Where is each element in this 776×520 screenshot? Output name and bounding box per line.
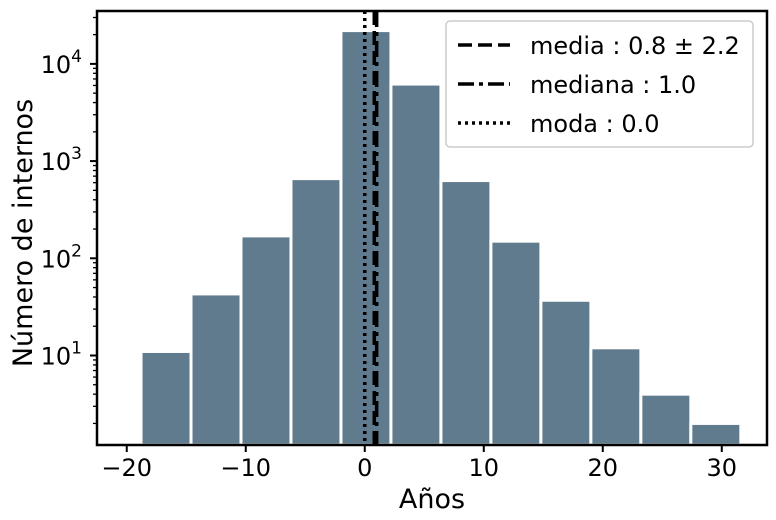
legend-label-mediana: mediana : 1.0 bbox=[530, 71, 696, 99]
histogram-bar-3 bbox=[289, 177, 343, 447]
x-tick-label: 10 bbox=[468, 454, 499, 482]
histogram-bar-0 bbox=[139, 349, 193, 447]
stat-lines-group bbox=[363, 11, 379, 445]
x-axis-label: Años bbox=[399, 484, 465, 515]
legend-box bbox=[445, 20, 754, 148]
x-tick-label: 20 bbox=[587, 454, 618, 482]
x-tick-label: 0 bbox=[357, 454, 372, 482]
plot-frame bbox=[95, 9, 769, 447]
histogram-bar-8 bbox=[539, 298, 593, 447]
histogram-bar-1 bbox=[189, 292, 243, 447]
x-axis-ticks: −20 −10 0 10 20 30 bbox=[101, 445, 737, 482]
y-axis-label: Número de internos bbox=[8, 99, 39, 367]
histogram-bar-9 bbox=[589, 346, 643, 447]
x-tick-label: 30 bbox=[707, 454, 738, 482]
legend-label-moda: moda : 0.0 bbox=[530, 110, 660, 138]
histogram-bar-5 bbox=[389, 82, 443, 447]
histogram-bar-11 bbox=[689, 421, 743, 447]
histogram-bar-7 bbox=[489, 239, 543, 447]
legend: media : 0.8 ± 2.2 mediana : 1.0 moda : 0.0 bbox=[445, 20, 754, 148]
x-tick-label: −10 bbox=[220, 454, 271, 482]
x-tick-label: −20 bbox=[101, 454, 152, 482]
legend-label-media: media : 0.8 ± 2.2 bbox=[530, 32, 740, 60]
histogram-bar-10 bbox=[639, 392, 693, 447]
histogram-bar-2 bbox=[239, 234, 293, 447]
histogram-bar-6 bbox=[439, 179, 493, 447]
